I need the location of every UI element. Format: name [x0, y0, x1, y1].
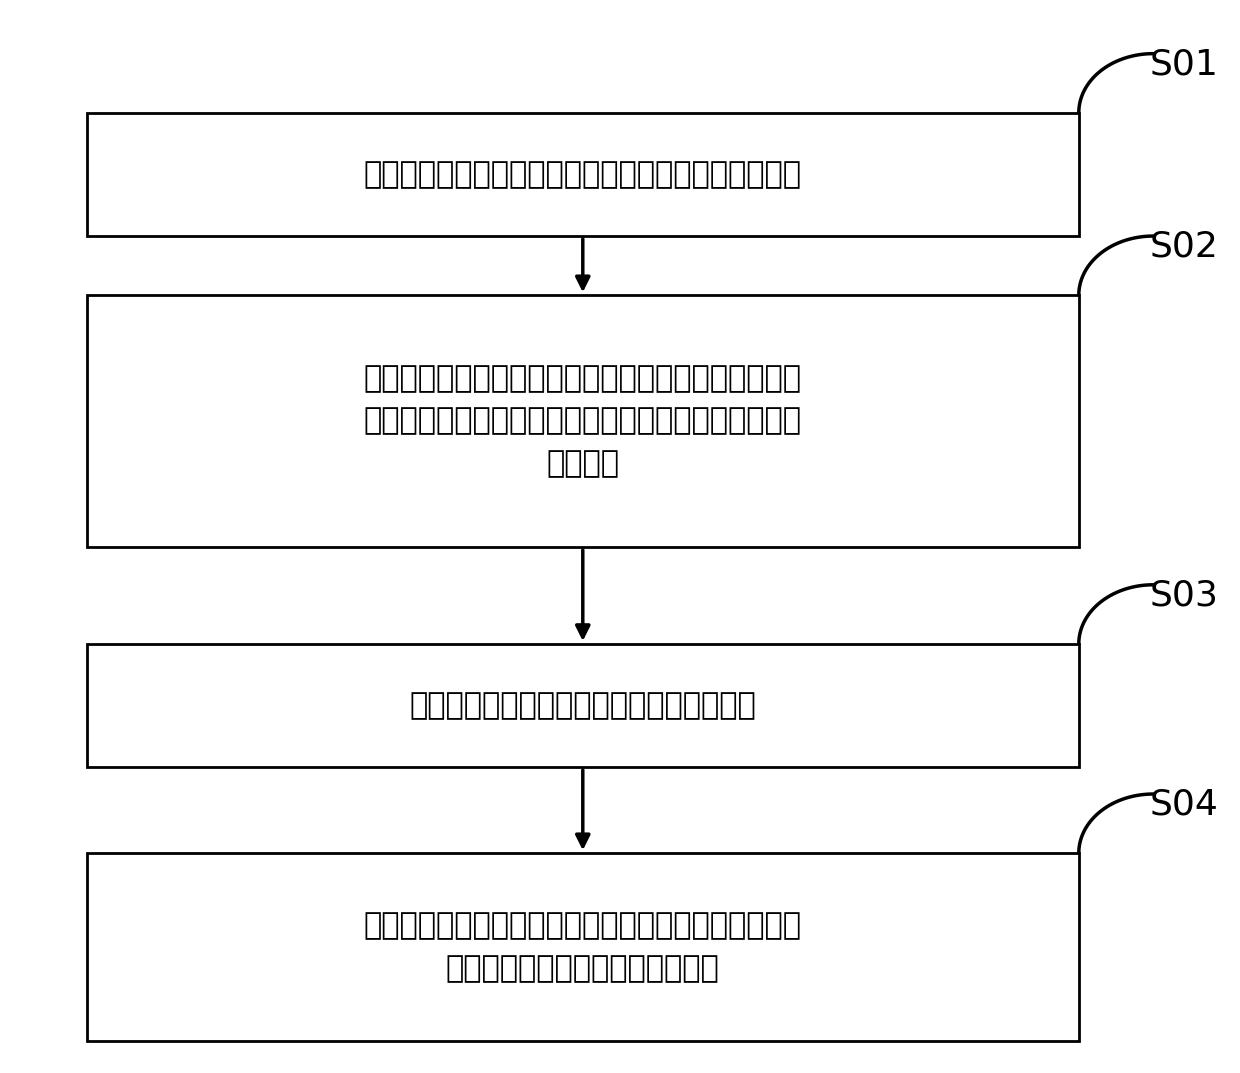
Text: 确定数据源文件中与每个表头字段对应的每列值的数据
类型及长度，以作为与第一字段对应的每列值的数据类
型及长度: 确定数据源文件中与每个表头字段对应的每列值的数据 类型及长度，以作为与第一字段对…: [363, 364, 802, 479]
Bar: [87, 644, 1079, 767]
Text: S01: S01: [1149, 47, 1219, 82]
Text: S03: S03: [1149, 578, 1219, 613]
Bar: [87, 853, 1079, 1041]
Text: 提取数据源文件中的表头字段信息，作为第一字段信息: 提取数据源文件中的表头字段信息，作为第一字段信息: [363, 160, 802, 189]
Text: S02: S02: [1149, 230, 1219, 264]
Text: 根据与数据源文件相关的业务确定索引规则: 根据与数据源文件相关的业务确定索引规则: [409, 691, 756, 720]
Bar: [87, 113, 1079, 236]
Text: 根据第一字段信息、与第一字段对应的每列值的数据类
型及长度、索引规则创建数据库表: 根据第一字段信息、与第一字段对应的每列值的数据类 型及长度、索引规则创建数据库表: [363, 911, 802, 983]
Text: S04: S04: [1149, 788, 1219, 822]
Bar: [87, 295, 1079, 547]
